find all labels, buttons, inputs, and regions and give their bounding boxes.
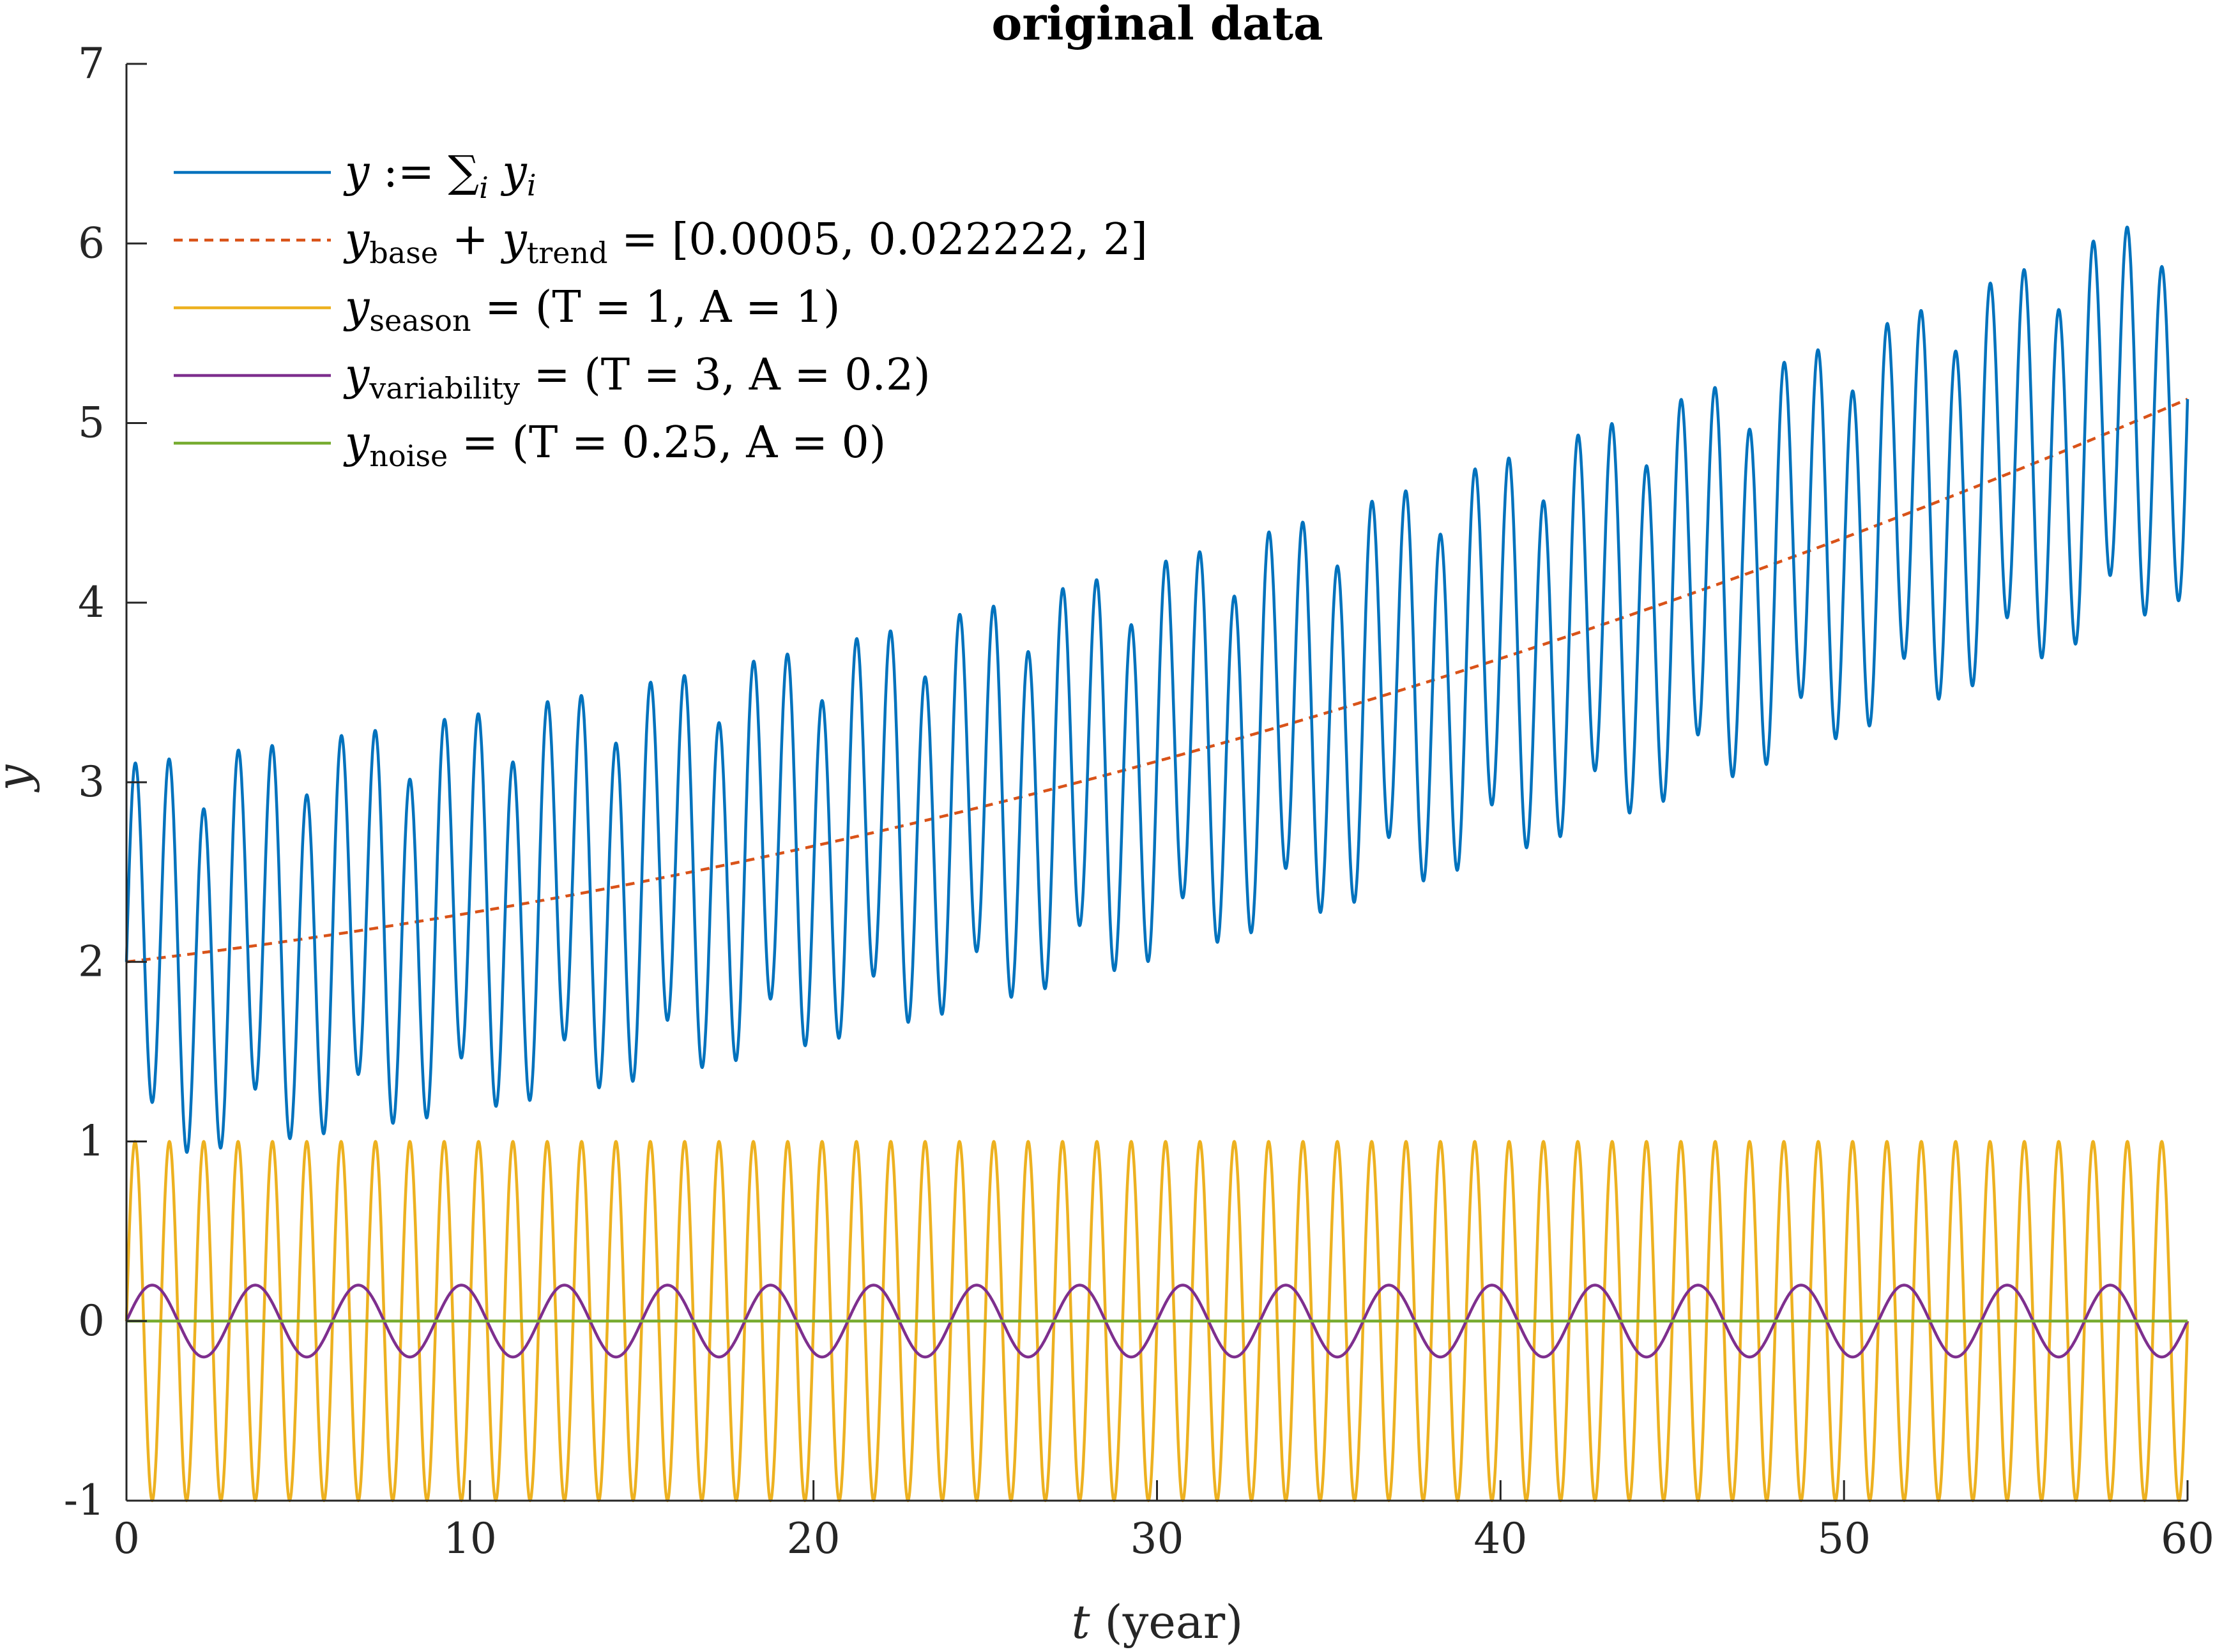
legend: y := ∑i yi ybase + ytrend = [0.0005, 0.02… (174, 147, 1148, 473)
y-tick-label: 4 (78, 578, 105, 627)
y-tick-label: -1 (64, 1476, 105, 1525)
y-tick-label: 3 (78, 757, 105, 807)
y-tick-label: 0 (78, 1296, 105, 1345)
x-tick-label: 10 (443, 1514, 497, 1563)
series-line-y-sum (125, 225, 2189, 1154)
x-axis-label-unit: (year) (1090, 1595, 1244, 1649)
legend-label-y-season: yseason = (T = 1, A = 1) (343, 282, 841, 338)
legend-label-y-noise: ynoise = (T = 0.25, A = 0) (343, 418, 886, 473)
x-axis-label-var: t (1072, 1595, 1091, 1649)
y-tick-label: 2 (78, 937, 105, 986)
x-axis-label: t (year) (1072, 1595, 1244, 1649)
x-tick-label: 40 (1473, 1514, 1527, 1563)
x-tick-label: 0 (113, 1514, 140, 1563)
x-tick-label: 30 (1130, 1514, 1184, 1563)
x-tick-label: 60 (2161, 1514, 2214, 1563)
y-axis-label: y (0, 764, 40, 792)
legend-label-y-trend: ybase + ytrend = [0.0005, 0.022222, 2] (343, 215, 1148, 270)
y-tick-label: 1 (78, 1117, 105, 1166)
series-layer (125, 225, 2189, 1503)
y-tick-label: 5 (78, 398, 105, 448)
chart-title: original data (991, 0, 1323, 50)
x-tick-label: 50 (1817, 1514, 1871, 1563)
legend-label-y-variability: yvariability = (T = 3, A = 0.2) (343, 350, 931, 405)
legend-label-y-sum: y := ∑i yi (343, 147, 537, 205)
y-tick-label: 7 (78, 39, 105, 88)
y-tick-label: 6 (78, 218, 105, 268)
x-tick-label: 20 (787, 1514, 841, 1563)
